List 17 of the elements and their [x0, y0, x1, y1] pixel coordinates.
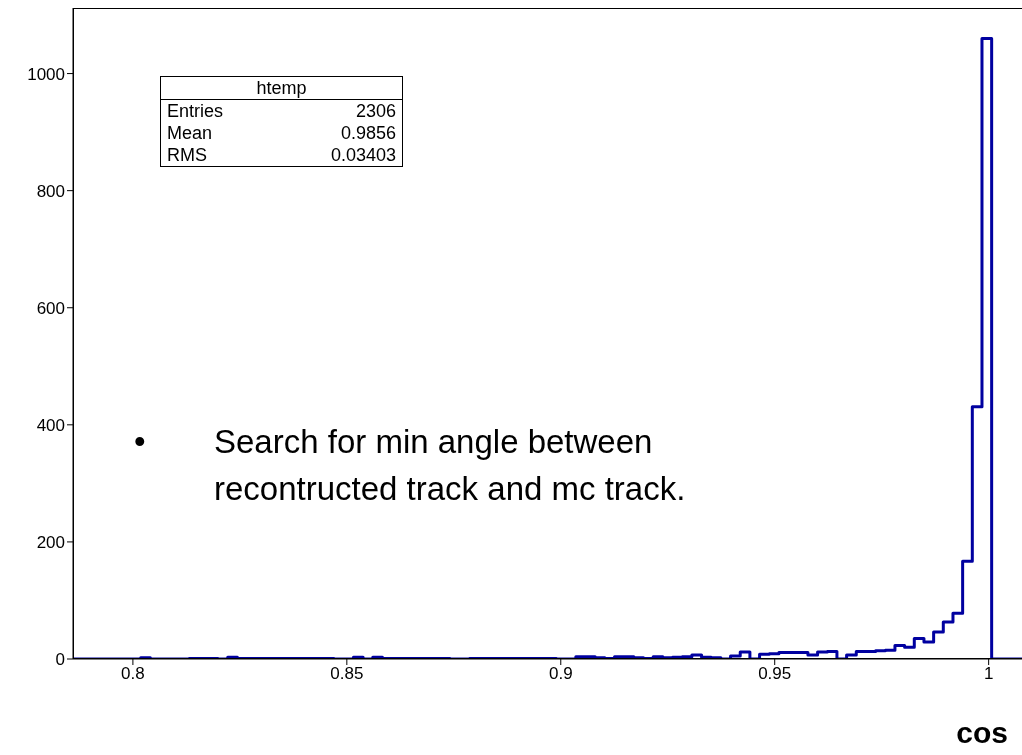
text: • Search for min angle between recontructed track and mc track.	[134, 423, 686, 507]
y-tick-label: 600	[36, 298, 65, 318]
annotation: htemp	[161, 77, 402, 100]
text: Entries 2306	[167, 101, 396, 121]
x-tick-label: 0.85	[330, 664, 364, 684]
text: RMS 0.03403	[167, 145, 396, 165]
y-tick-label: 200	[36, 532, 65, 552]
y-tick-label: 0	[55, 650, 65, 670]
x-tick-label: 1	[983, 664, 994, 684]
y-tick-label: 1000	[27, 64, 65, 84]
x-tick-label: 0.95	[758, 664, 792, 684]
x-tick-label: 0.9	[548, 664, 573, 684]
y-tick-label: 800	[36, 181, 65, 201]
x-tick-label: 0.8	[121, 664, 145, 684]
x-axis-title: cos	[956, 716, 1008, 750]
text: Mean 0.9856	[167, 123, 396, 143]
y-tick-label: 400	[36, 415, 65, 435]
